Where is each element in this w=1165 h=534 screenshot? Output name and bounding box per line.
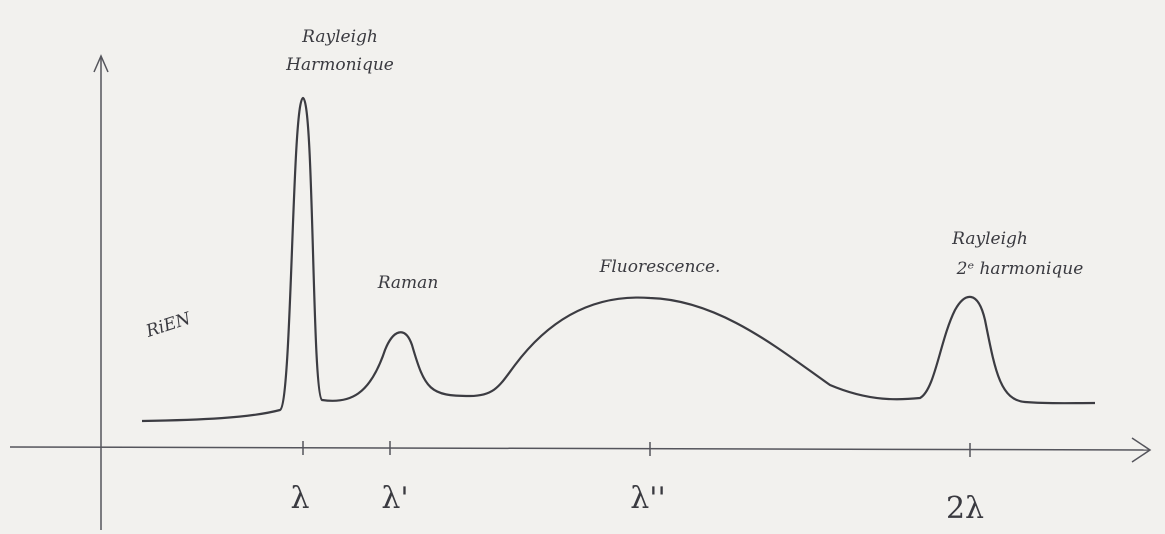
spectrum-curve xyxy=(141,96,1096,423)
y-axis-arrow xyxy=(93,54,109,73)
x-tick-label: λ' xyxy=(381,481,408,516)
annotation: Fluorescence. xyxy=(599,257,721,277)
x-tick-label: 2λ xyxy=(946,491,984,526)
x-tick-label: λ'' xyxy=(630,481,666,516)
annotation: Rayleigh xyxy=(301,27,378,47)
x-axis-arrow xyxy=(1131,437,1152,463)
annotation: Rayleigh xyxy=(951,229,1028,249)
annotation: Harmonique xyxy=(285,55,394,75)
x-axis xyxy=(9,446,1151,451)
x-tick-label: λ xyxy=(290,481,309,516)
annotation: Raman xyxy=(377,273,439,293)
annotation: 2ᵉ harmonique xyxy=(956,259,1084,279)
